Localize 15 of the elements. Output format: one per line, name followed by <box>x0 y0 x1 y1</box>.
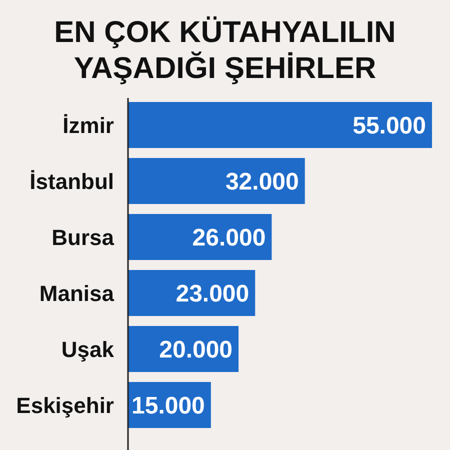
y-tick-label: Manisa <box>39 280 115 306</box>
y-tick-label: İzmir <box>62 112 114 138</box>
data-label: 26.000 <box>192 224 266 252</box>
data-label: 20.000 <box>159 336 233 364</box>
y-tick-label: Uşak <box>61 336 115 362</box>
y-tick-label: Bursa <box>52 224 115 250</box>
data-label: 55.000 <box>352 112 426 140</box>
chart-title: EN ÇOK KÜTAHYALILIN YAŞADIĞI ŞEHİRLER <box>54 16 396 85</box>
bar <box>128 102 432 148</box>
data-label: 32.000 <box>225 168 299 196</box>
bar <box>128 158 305 204</box>
data-label: 23.000 <box>176 280 250 308</box>
y-tick-label: İstanbul <box>30 168 114 194</box>
data-label: 15.000 <box>132 392 205 420</box>
y-tick-label: Eskişehir <box>16 392 114 418</box>
